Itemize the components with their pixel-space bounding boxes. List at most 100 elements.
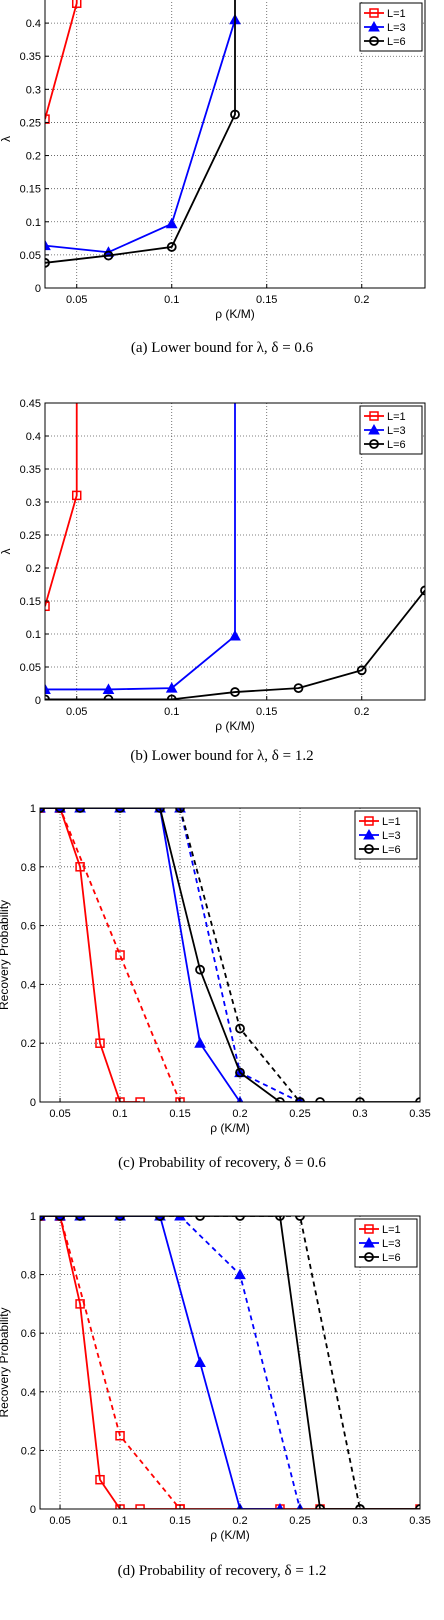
data-point [71,490,82,501]
data-point [235,1067,245,1078]
data-point [234,1268,246,1280]
legend-entry: L=3 [382,1238,401,1250]
data-point [115,1216,125,1221]
legend-entry: L=3 [387,425,406,437]
x-tick-label: 0.05 [49,1515,70,1527]
series-line-L1 [40,1216,420,1509]
y-tick-label: 0.35 [20,51,41,63]
x-tick-label: 0.15 [256,706,277,718]
y-tick-label: 0 [30,1504,36,1516]
x-tick-label: 0.2 [354,706,369,718]
chart-panel-c: 0.05 0.1 0.15 0.2 0.25 0.3 0.35 0 0.2 0.4 0.6 0.8 1 ρ… [0,803,431,1171]
data-point [230,687,240,697]
figure-caption: (d) Probability of recovery, δ = 1.2 [118,1563,327,1579]
data-point [45,694,50,700]
legend-entry: L=1 [382,816,401,828]
data-point [115,1431,125,1441]
chart-panel-b: 0.05 0.1 0.15 0.2 0 0.05 0.1 0.15 0.2 0.25 0.3 0.35… [0,398,426,764]
y-tick-label: 0 [35,695,41,707]
y-tick-label: 0.8 [21,1270,36,1282]
figure-caption: (b) Lower bound for λ, δ = 1.2 [130,748,313,764]
data-point [166,694,177,700]
x-tick-label: 0.1 [164,706,179,718]
data-point [75,1216,85,1221]
data-point [174,1216,186,1221]
axes-frame [44,402,426,701]
axes-frame [39,1215,421,1510]
data-point [235,1216,245,1221]
data-point [135,1097,145,1102]
y-tick-label: 0.6 [21,921,36,933]
data-point [165,217,178,229]
series-line-L1 [40,808,141,1102]
y-tick-label: 1 [30,803,36,815]
x-tick-label: 0.15 [169,1515,190,1527]
legend-entry: L=1 [382,1224,401,1236]
x-tick-label: 0.05 [66,706,87,718]
x-tick-label: 0.15 [169,1108,190,1120]
data-point [102,683,115,694]
y-tick-label: 0 [35,283,41,295]
data-point [315,1504,325,1509]
series-line-L6 [45,589,425,700]
y-tick-label: 0.8 [21,862,36,874]
data-point [315,1097,325,1102]
series-line-L3 [45,19,236,254]
y-tick-label: 0.1 [26,629,41,641]
y-tick-label: 0.15 [20,596,41,608]
data-point [45,601,50,612]
data-point [103,694,114,700]
legend-entry: L=3 [387,22,406,34]
legend-marker [369,411,379,421]
data-point [45,239,51,251]
y-tick-label: 0.2 [21,1038,36,1050]
data-point [45,114,50,124]
data-point [275,1216,285,1221]
y-tick-label: 0.4 [21,979,36,991]
y-tick-label: 0.3 [26,497,41,509]
y-tick-label: 0.25 [20,530,41,542]
data-point [135,1504,145,1509]
data-point [275,1097,285,1102]
x-tick-label: 0.1 [112,1108,127,1120]
data-point [155,808,165,813]
data-point [71,0,82,8]
data-point [293,683,304,694]
legend-marker [368,20,380,32]
figure-caption: (c) Probability of recovery, δ = 0.6 [118,1155,326,1171]
series-line-dashed-5 [179,808,301,1102]
y-tick-label: 0.4 [26,18,41,30]
y-tick-label: 0.05 [20,662,41,674]
y-tick-label: 0.15 [20,184,41,196]
data-point [195,964,205,975]
legend-marker [364,844,374,854]
data-point [230,109,240,120]
axes-frame [44,0,426,289]
data-point [194,1037,206,1048]
legend-marker [364,1224,374,1234]
legend-entry: L=6 [382,844,401,856]
x-tick-label: 0.2 [232,1108,247,1120]
x-tick-label: 0.1 [164,294,179,306]
series-line-L6 [40,808,420,1102]
y-tick-label: 0 [30,1097,36,1109]
x-axis-label: ρ (K/M) [210,1121,250,1135]
legend-marker [363,1236,375,1248]
data-point [235,1023,245,1034]
y-tick-label: 0.4 [26,431,41,443]
data-point [165,682,178,693]
x-tick-label: 0.1 [112,1515,127,1527]
data-point [175,808,185,813]
series-line-dashed-1 [40,808,181,1102]
axes-frame [39,807,421,1103]
data-point [195,1216,205,1221]
legend-entry: L=3 [382,830,401,842]
x-tick-label: 0.2 [354,294,369,306]
legend-marker [364,1252,374,1262]
y-tick-label: 0.35 [20,464,41,476]
y-tick-label: 0.6 [21,1328,36,1340]
series-group [45,0,241,268]
data-point [45,257,50,268]
data-point [155,1216,165,1221]
